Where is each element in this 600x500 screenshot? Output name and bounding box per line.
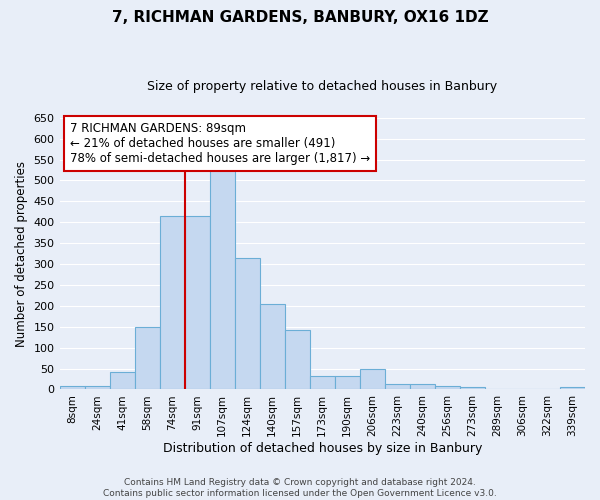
Bar <box>560 388 585 390</box>
Bar <box>410 384 435 390</box>
Bar <box>160 216 185 390</box>
Bar <box>260 304 285 390</box>
X-axis label: Distribution of detached houses by size in Banbury: Distribution of detached houses by size … <box>163 442 482 455</box>
Text: Contains HM Land Registry data © Crown copyright and database right 2024.
Contai: Contains HM Land Registry data © Crown c… <box>103 478 497 498</box>
Bar <box>235 258 260 390</box>
Bar <box>485 388 510 390</box>
Bar <box>59 386 85 390</box>
Bar <box>360 370 385 390</box>
Title: Size of property relative to detached houses in Banbury: Size of property relative to detached ho… <box>147 80 497 93</box>
Bar <box>385 384 410 390</box>
Bar <box>285 330 310 390</box>
Bar <box>535 388 560 390</box>
Bar <box>85 386 110 390</box>
Bar <box>435 386 460 390</box>
Text: 7 RICHMAN GARDENS: 89sqm
← 21% of detached houses are smaller (491)
78% of semi-: 7 RICHMAN GARDENS: 89sqm ← 21% of detach… <box>70 122 370 165</box>
Bar <box>310 376 335 390</box>
Bar <box>209 168 235 390</box>
Bar <box>185 216 209 390</box>
Bar <box>510 388 535 390</box>
Y-axis label: Number of detached properties: Number of detached properties <box>15 160 28 346</box>
Bar <box>110 372 134 390</box>
Text: 7, RICHMAN GARDENS, BANBURY, OX16 1DZ: 7, RICHMAN GARDENS, BANBURY, OX16 1DZ <box>112 10 488 25</box>
Bar <box>460 388 485 390</box>
Bar <box>335 376 360 390</box>
Bar <box>134 327 160 390</box>
